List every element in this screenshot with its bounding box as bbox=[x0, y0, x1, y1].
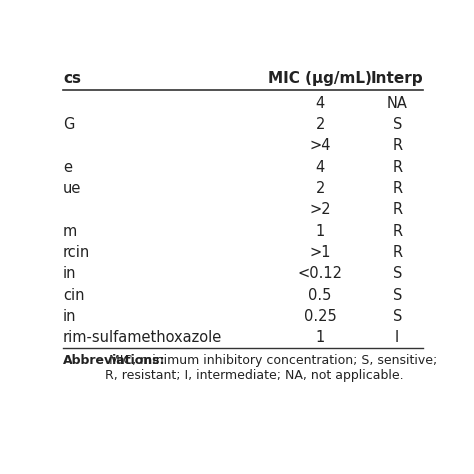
Text: Abbreviations:: Abbreviations: bbox=[63, 354, 165, 367]
Text: S: S bbox=[392, 266, 402, 281]
Text: >4: >4 bbox=[310, 138, 331, 153]
Text: S: S bbox=[392, 117, 402, 132]
Text: NA: NA bbox=[387, 96, 408, 110]
Text: R: R bbox=[392, 202, 402, 217]
Text: ue: ue bbox=[63, 181, 82, 196]
Text: cin: cin bbox=[63, 288, 84, 302]
Text: R: R bbox=[392, 160, 402, 174]
Text: MIC, minimum inhibitory concentration; S, sensitive;
R, resistant; I, intermedia: MIC, minimum inhibitory concentration; S… bbox=[105, 354, 438, 382]
Text: 4: 4 bbox=[315, 96, 325, 110]
Text: R: R bbox=[392, 138, 402, 153]
Text: >2: >2 bbox=[309, 202, 331, 217]
Text: 1: 1 bbox=[315, 224, 325, 238]
Text: m: m bbox=[63, 224, 77, 238]
Text: 4: 4 bbox=[315, 160, 325, 174]
Text: 0.5: 0.5 bbox=[309, 288, 332, 302]
Text: S: S bbox=[392, 288, 402, 302]
Text: R: R bbox=[392, 245, 402, 260]
Text: G: G bbox=[63, 117, 74, 132]
Text: 2: 2 bbox=[315, 181, 325, 196]
Text: Interp: Interp bbox=[371, 72, 424, 86]
Text: e: e bbox=[63, 160, 72, 174]
Text: MIC (μg/mL): MIC (μg/mL) bbox=[268, 72, 372, 86]
Text: rcin: rcin bbox=[63, 245, 90, 260]
Text: in: in bbox=[63, 309, 76, 324]
Text: 1: 1 bbox=[315, 330, 325, 345]
Text: >1: >1 bbox=[310, 245, 331, 260]
Text: <0.12: <0.12 bbox=[298, 266, 343, 281]
Text: R: R bbox=[392, 181, 402, 196]
Text: 0.25: 0.25 bbox=[304, 309, 337, 324]
Text: cs: cs bbox=[63, 72, 81, 86]
Text: 2: 2 bbox=[315, 117, 325, 132]
Text: rim-sulfamethoxazole: rim-sulfamethoxazole bbox=[63, 330, 222, 345]
Text: R: R bbox=[392, 224, 402, 238]
Text: I: I bbox=[395, 330, 399, 345]
Text: in: in bbox=[63, 266, 76, 281]
Text: S: S bbox=[392, 309, 402, 324]
